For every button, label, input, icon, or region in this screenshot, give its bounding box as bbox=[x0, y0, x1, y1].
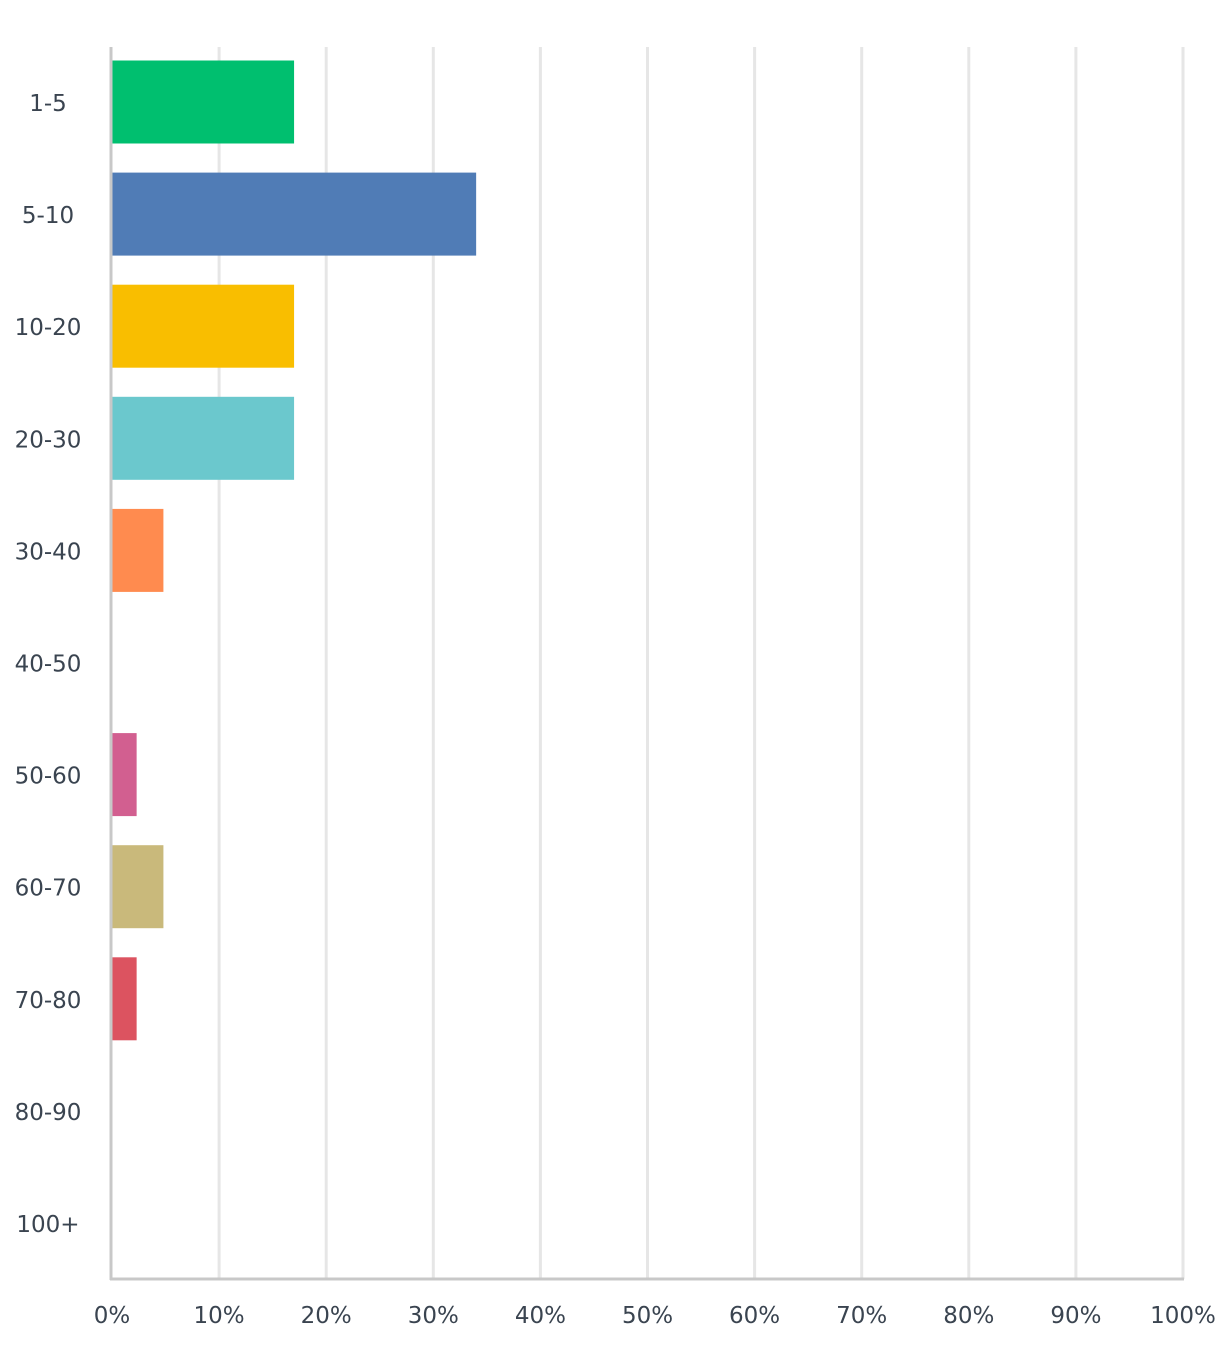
x-tick-label: 70% bbox=[836, 1303, 887, 1329]
x-tick-label: 80% bbox=[943, 1303, 994, 1329]
x-tick-label: 50% bbox=[622, 1303, 673, 1329]
x-tick-label: 0% bbox=[94, 1303, 131, 1329]
category-labels: 1-5 5-10 10-20 20-30 30-40 40-50 50-60 60-70 70-… bbox=[15, 91, 82, 1238]
bar-60-70 bbox=[112, 845, 164, 929]
category-label: 10-20 bbox=[15, 315, 82, 341]
x-tick-label: 20% bbox=[301, 1303, 352, 1329]
category-label: 100+ bbox=[16, 1212, 79, 1238]
x-tick-labels: 0% 10% 20% 30% 40% 50% 60% 70% 80% 90% 100% bbox=[94, 1303, 1216, 1329]
category-label: 40-50 bbox=[15, 652, 82, 678]
x-tick-label: 90% bbox=[1050, 1303, 1101, 1329]
category-label: 50-60 bbox=[15, 764, 82, 790]
bar-20-30 bbox=[112, 396, 295, 480]
category-label: 70-80 bbox=[15, 988, 82, 1014]
category-label: 30-40 bbox=[15, 539, 82, 565]
bar-layer bbox=[112, 60, 477, 1041]
axis-layer bbox=[109, 47, 1184, 1281]
bar-1-5 bbox=[112, 60, 295, 144]
bar-50-60 bbox=[112, 733, 137, 817]
category-label: 5-10 bbox=[22, 203, 74, 229]
x-tick-label: 60% bbox=[729, 1303, 780, 1329]
bar-30-40 bbox=[112, 508, 164, 592]
category-label: 1-5 bbox=[29, 91, 67, 117]
bar-5-10 bbox=[112, 172, 477, 256]
bar-10-20 bbox=[112, 284, 295, 368]
x-tick-label: 10% bbox=[194, 1303, 245, 1329]
x-tick-label: 30% bbox=[408, 1303, 459, 1329]
x-tick-label: 100% bbox=[1150, 1303, 1216, 1329]
category-label: 60-70 bbox=[15, 876, 82, 902]
bar-70-80 bbox=[112, 957, 137, 1041]
category-label: 20-30 bbox=[15, 427, 82, 453]
category-label: 80-90 bbox=[15, 1100, 82, 1126]
x-tick-label: 40% bbox=[515, 1303, 566, 1329]
